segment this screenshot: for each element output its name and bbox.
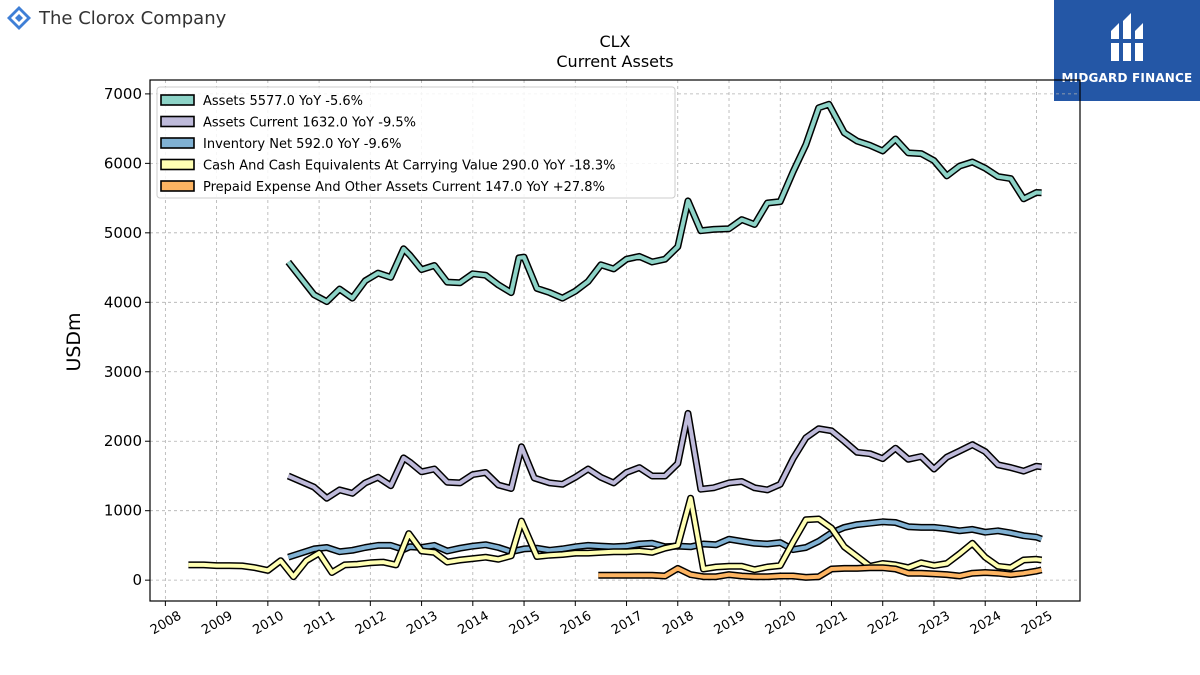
x-tick-label: 2016 [558,609,594,639]
x-tick-label: 2014 [455,609,491,639]
x-tick-label: 2017 [609,609,645,639]
x-tick-label: 2008 [148,609,184,639]
company-name: The Clorox Company [39,7,227,29]
grid-lines [150,80,1080,601]
series-stroke [286,102,1042,304]
legend-box [156,86,676,199]
series-line-3 [188,494,1043,581]
legend-swatch [160,137,195,149]
midgard-logo-icon [1109,13,1145,61]
legend-entry: Cash And Cash Equivalents At Carrying Va… [203,159,615,174]
legend-swatch [160,158,195,171]
midgard-finance-badge: MIDGARD FINANCE [1054,0,1200,101]
x-tick-label: 2011 [302,609,338,639]
y-tick-label: 1000 [104,502,142,520]
x-tick-label: 2023 [917,609,953,639]
legend: Assets 5577.0 YoY -5.6% Assets Current 16… [156,86,676,199]
company-brand: The Clorox Company [6,5,226,31]
x-tick-label: 2015 [507,609,543,639]
x-tick-label: 2024 [968,609,1004,639]
x-tick-label: 2009 [199,609,235,639]
x-tick-label: 2012 [353,609,389,639]
series-stroke [287,411,1042,501]
y-tick-label: 4000 [104,293,142,311]
legend-entry: Assets Current 1632.0 YoY -9.5% [203,116,416,131]
x-tick-label: 2021 [814,609,850,639]
legend-swatch [160,94,195,106]
y-tick-label: 7000 [104,85,142,103]
x-tick-label: 2019 [712,609,748,639]
clorox-logo-icon [7,6,31,30]
series-line-4 [598,564,1043,581]
y-tick-label: 0 [132,571,142,589]
plot-frame [149,79,1081,602]
legend-entry: Prepaid Expense And Other Assets Current… [203,180,605,195]
series-outline [286,409,1043,502]
series-line-0 [285,100,1042,306]
x-tick-label: 2013 [404,609,440,639]
legend-entry: Assets 5577.0 YoY -5.6% [203,94,363,109]
badge-text: MIDGARD FINANCE [1061,71,1193,85]
y-tick-label: 6000 [104,154,142,172]
y-axis-label: USDm [63,312,85,371]
series-stroke [188,496,1042,579]
series-line-1 [286,409,1043,502]
x-tick-label: 2010 [251,609,287,639]
x-tick-label: 2025 [1019,609,1055,639]
y-tick-label: 2000 [104,432,142,450]
x-tick-label: 2018 [660,609,696,639]
chart-title: CLX [599,32,630,51]
chart-subtitle: Current Assets [556,52,673,71]
series-stroke [598,565,1043,580]
y-tick-label: 5000 [104,224,142,242]
x-tick-label: 2020 [763,609,799,639]
legend-swatch [160,180,195,192]
legend-entry: Inventory Net 592.0 YoY -9.6% [203,137,402,152]
y-tick-label: 3000 [104,363,142,381]
x-tick-label: 2022 [865,609,901,639]
series-lines [188,100,1043,581]
legend-swatch [160,115,195,128]
